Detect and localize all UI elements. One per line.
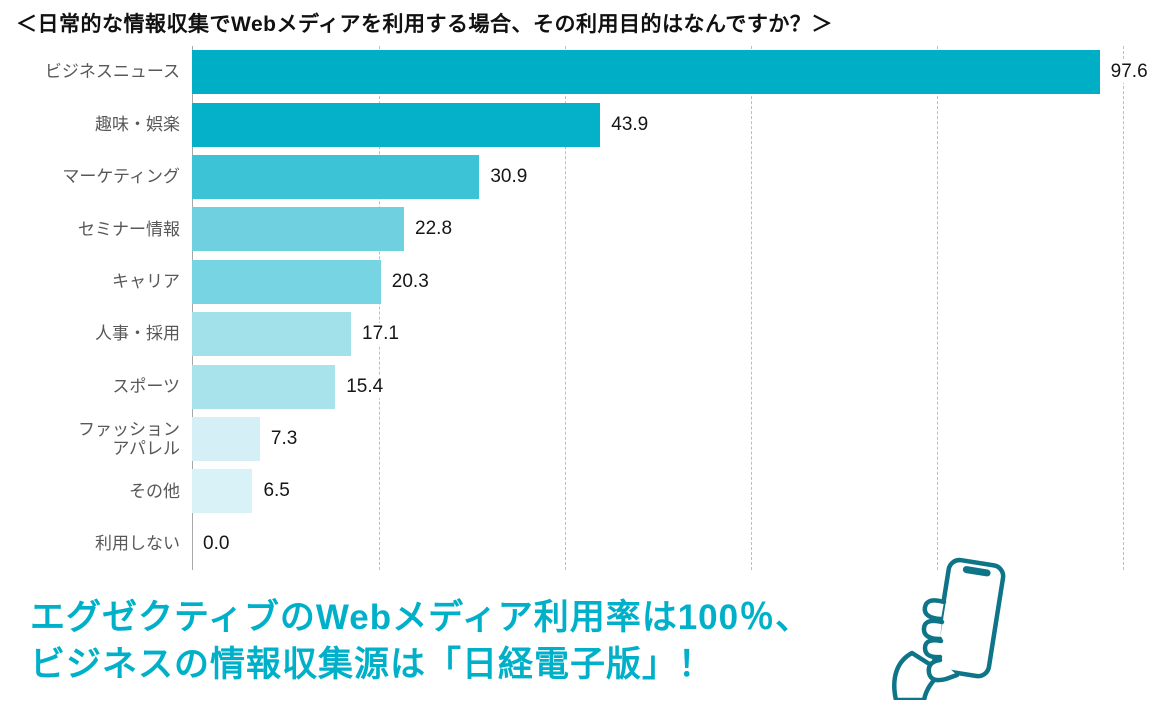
caption-text: エグゼクティブのWebメディア利用率は100％、 ビジネスの情報収集源は「日経電… <box>30 594 811 689</box>
chart-row: その他 6.5 <box>0 465 1150 517</box>
category-label: 利用しない <box>95 534 180 554</box>
bar <box>192 469 253 514</box>
gridline <box>751 46 752 570</box>
category-label: その他 <box>129 481 180 501</box>
chart-row: ファッション アパレル 7.3 <box>0 413 1150 465</box>
bar <box>192 207 405 252</box>
chart-row: キャリア 20.3 <box>0 256 1150 308</box>
gridline <box>1123 46 1124 570</box>
value-label: 6.5 <box>261 480 292 503</box>
row-plot: 20.3 <box>192 256 1122 308</box>
value-label: 0.0 <box>201 532 232 555</box>
bar <box>192 102 601 147</box>
bar <box>192 155 480 200</box>
bar-chart-rows: ビジネスニュース 97.6 趣味・娯楽 43.9 マーケティング 30.9 セミナー情報 22… <box>0 46 1150 570</box>
category-label: ファッション アパレル <box>78 419 180 459</box>
gridline <box>565 46 566 570</box>
value-label: 97.6 <box>1108 61 1150 84</box>
row-plot: 43.9 <box>192 98 1122 150</box>
category-label: ビジネスニュース <box>44 62 180 82</box>
chart-row: 趣味・娯楽 43.9 <box>0 98 1150 150</box>
bar <box>192 312 352 357</box>
value-label: 22.8 <box>413 218 455 241</box>
value-label: 15.4 <box>344 375 386 398</box>
value-label: 7.3 <box>268 428 300 451</box>
row-plot: 30.9 <box>192 151 1122 203</box>
category-label: セミナー情報 <box>78 219 180 239</box>
caption-line-1: エグゼクティブのWebメディア利用率は100％、 <box>30 598 812 637</box>
row-plot: 0.0 <box>192 518 1122 570</box>
chart-row: ビジネスニュース 97.6 <box>0 46 1150 98</box>
row-plot: 22.8 <box>192 203 1122 255</box>
bar <box>192 364 336 409</box>
chart-row: 人事・採用 17.1 <box>0 308 1150 360</box>
row-plot: 7.3 <box>192 413 1122 465</box>
chart-row: マーケティング 30.9 <box>0 151 1150 203</box>
bar-chart: ビジネスニュース 97.6 趣味・娯楽 43.9 マーケティング 30.9 セミナー情報 22… <box>0 46 1150 570</box>
value-label: 20.3 <box>389 270 431 293</box>
category-label: マーケティング <box>62 167 180 187</box>
value-label: 43.9 <box>609 113 651 136</box>
gridline <box>937 46 938 570</box>
smartphone-in-hand-icon <box>878 550 1028 703</box>
chart-row: スポーツ 15.4 <box>0 360 1150 412</box>
bar <box>192 259 381 304</box>
category-label: スポーツ <box>112 376 180 396</box>
category-label: 人事・採用 <box>95 324 180 344</box>
category-label: キャリア <box>112 272 180 292</box>
chart-row: セミナー情報 22.8 <box>0 203 1150 255</box>
row-plot: 6.5 <box>192 465 1122 517</box>
caption-line-2: ビジネスの情報収集源は「日経電子版」！ <box>30 645 715 685</box>
chart-row: 利用しない 0.0 <box>0 518 1150 570</box>
gridline <box>379 46 380 570</box>
category-label: 趣味・娯楽 <box>95 114 180 134</box>
value-label: 30.9 <box>488 166 530 189</box>
row-plot: 97.6 <box>192 46 1150 98</box>
bar <box>192 50 1100 95</box>
chart-title: ＜日常的な情報収集でWebメディアを利用する場合、その利用目的はなんですか？＞ <box>16 13 833 36</box>
row-plot: 17.1 <box>192 308 1122 360</box>
plot-area <box>192 46 1124 570</box>
row-plot: 15.4 <box>192 360 1122 412</box>
value-label: 17.1 <box>360 323 401 346</box>
bar <box>192 417 260 462</box>
